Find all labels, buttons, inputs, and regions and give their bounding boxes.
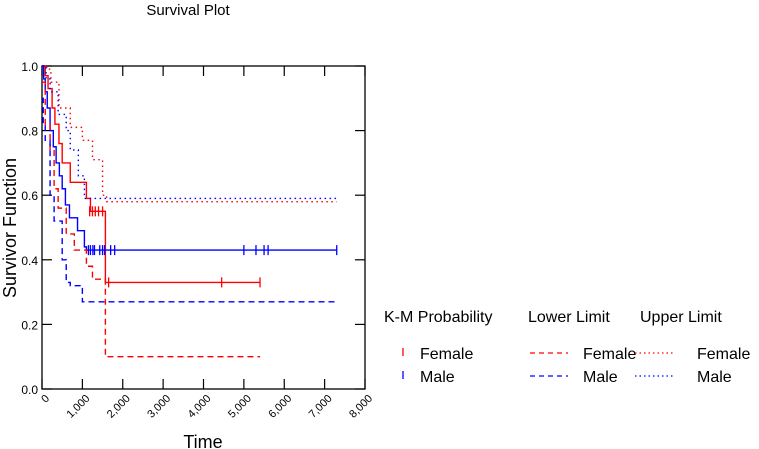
x-tick-label: 8,000 [347, 393, 375, 421]
k-m-male-line [42, 65, 337, 251]
x-axis-label: Time [183, 432, 222, 449]
legend: K-M Probability Female Male Lower Limit Fema… [384, 309, 750, 386]
legend-entry-label: Female [420, 346, 473, 363]
legend-entry-label: Female [583, 346, 636, 363]
chart-title: Survival Plot [146, 2, 230, 19]
y-tick-label: 0.2 [21, 318, 38, 332]
lower-limit-male-line [42, 97, 337, 303]
x-tick-label: 2,000 [105, 393, 133, 421]
x-tick-label: 1,000 [65, 393, 93, 421]
x-tick-label: 4,000 [186, 393, 214, 421]
legend-entry-label: Male [420, 369, 455, 386]
plot-frame [41, 65, 366, 390]
x-tick-label: 5,000 [226, 393, 254, 421]
x-tick-label: 3,000 [145, 393, 173, 421]
lower-limit-female-line [42, 81, 261, 358]
x-tick-label: 6,000 [266, 393, 294, 421]
y-axis-label: Survivor Function [0, 158, 20, 298]
upper-limit-female-line [42, 65, 337, 203]
y-tick-label: 0.8 [21, 125, 38, 139]
legend-entry-label: Male [583, 369, 618, 386]
legend-entry-label: Male [697, 369, 732, 386]
plot-area: 0.0 0.2 0.4 0.6 0.8 1.0 0 1,000 2,000 3,000 4,000 5… [21, 60, 375, 421]
legend-group-title: Upper Limit [640, 309, 722, 326]
y-tick-label: 0.6 [21, 189, 38, 203]
y-tick-label: 0.4 [21, 254, 38, 268]
legend-group-title: K-M Probability [384, 309, 492, 326]
legend-group-title: Lower Limit [528, 309, 610, 326]
y-tick-label: 0.0 [21, 383, 38, 397]
x-tick-label: 0 [39, 393, 52, 406]
legend-entry-label: Female [697, 346, 750, 363]
y-tick-label: 1.0 [21, 60, 38, 74]
x-tick-label: 7,000 [307, 393, 335, 421]
upper-limit-male-line [42, 65, 337, 200]
